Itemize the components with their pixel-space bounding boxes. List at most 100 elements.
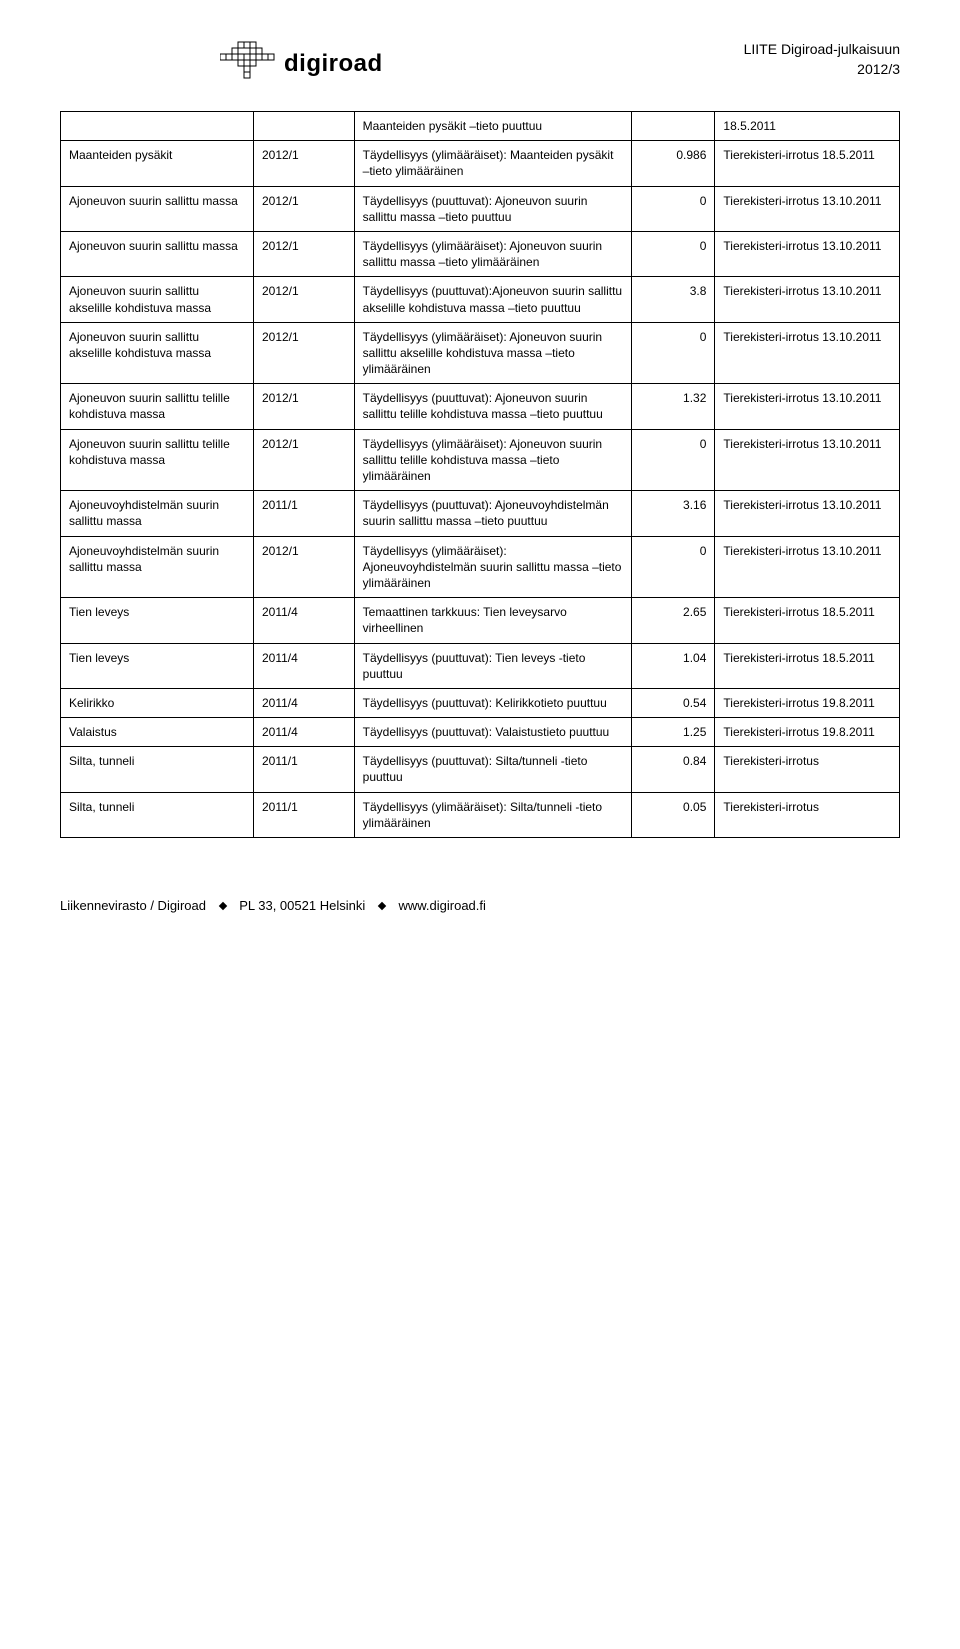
table-cell: 0 — [631, 231, 715, 276]
table-cell: Valaistus — [61, 718, 254, 747]
table-cell: Tierekisteri-irrotus 18.5.2011 — [715, 598, 900, 643]
table-cell: 2011/4 — [253, 718, 354, 747]
table-row: Maanteiden pysäkit2012/1Täydellisyys (yl… — [61, 141, 900, 186]
table-row: Ajoneuvon suurin sallittu akselille kohd… — [61, 277, 900, 322]
footer-part2: PL 33, 00521 Helsinki — [239, 898, 365, 913]
table-cell: 1.04 — [631, 643, 715, 688]
table-cell: Täydellisyys (puuttuvat): Kelirikkotieto… — [354, 688, 631, 717]
table-cell: 18.5.2011 — [715, 112, 900, 141]
table-cell: Täydellisyys (puuttuvat): Silta/tunneli … — [354, 747, 631, 792]
table-cell: 2012/1 — [253, 322, 354, 384]
page-footer: Liikennevirasto / Digiroad PL 33, 00521 … — [60, 898, 900, 913]
table-cell: Täydellisyys (puuttuvat): Tien leveys -t… — [354, 643, 631, 688]
table-cell: Täydellisyys (ylimääräiset): Silta/tunne… — [354, 792, 631, 837]
table-row: Tien leveys2011/4Täydellisyys (puuttuvat… — [61, 643, 900, 688]
table-cell: 0 — [631, 429, 715, 491]
table-cell: Tierekisteri-irrotus 19.8.2011 — [715, 688, 900, 717]
table-cell — [61, 112, 254, 141]
table-cell: Täydellisyys (puuttuvat): Ajoneuvoyhdist… — [354, 491, 631, 536]
table-cell: Ajoneuvoyhdistelmän suurin sallittu mass… — [61, 536, 254, 598]
bullet-icon — [378, 901, 386, 909]
table-cell: Ajoneuvon suurin sallittu massa — [61, 231, 254, 276]
table-cell: 2011/4 — [253, 643, 354, 688]
logo-block: digiroad — [220, 40, 383, 87]
table-cell: 2012/1 — [253, 384, 354, 429]
table-cell: 0 — [631, 322, 715, 384]
table-cell: Silta, tunneli — [61, 792, 254, 837]
table-cell: Ajoneuvon suurin sallittu akselille kohd… — [61, 322, 254, 384]
table-cell: Temaattinen tarkkuus: Tien leveysarvo vi… — [354, 598, 631, 643]
table-cell: Maanteiden pysäkit –tieto puuttuu — [354, 112, 631, 141]
footer-part3: www.digiroad.fi — [398, 898, 485, 913]
data-table: Maanteiden pysäkit –tieto puuttuu 18.5.20… — [60, 111, 900, 838]
bullet-icon — [218, 901, 226, 909]
table-cell: Täydellisyys (ylimääräiset): Ajoneuvon s… — [354, 231, 631, 276]
table-row: Tien leveys2011/4Temaattinen tarkkuus: T… — [61, 598, 900, 643]
table-cell: 2012/1 — [253, 141, 354, 186]
table-cell: 2011/1 — [253, 491, 354, 536]
header-title-line1: LIITE Digiroad-julkaisuun — [744, 40, 900, 60]
table-row: Ajoneuvoyhdistelmän suurin sallittu mass… — [61, 491, 900, 536]
table-cell: Täydellisyys (ylimääräiset): Ajoneuvon s… — [354, 322, 631, 384]
table-cell: Ajoneuvoyhdistelmän suurin sallittu mass… — [61, 491, 254, 536]
table-cell: 2012/1 — [253, 231, 354, 276]
table-cell — [631, 112, 715, 141]
table-cell: Tierekisteri-irrotus — [715, 792, 900, 837]
table-cell: 0.986 — [631, 141, 715, 186]
table-row: Silta, tunneli2011/1Täydellisyys (ylimää… — [61, 792, 900, 837]
table-cell: Tien leveys — [61, 598, 254, 643]
table-cell: 3.8 — [631, 277, 715, 322]
table-cell: 0 — [631, 536, 715, 598]
table-cell: Täydellisyys (puuttuvat): Ajoneuvon suur… — [354, 384, 631, 429]
header-title-line2: 2012/3 — [744, 60, 900, 80]
table-row: Valaistus2011/4Täydellisyys (puuttuvat):… — [61, 718, 900, 747]
table-cell: 1.25 — [631, 718, 715, 747]
table-row: Maanteiden pysäkit –tieto puuttuu 18.5.20… — [61, 112, 900, 141]
table-row: Ajoneuvon suurin sallittu massa2012/1Täy… — [61, 186, 900, 231]
page-header: digiroad LIITE Digiroad-julkaisuun 2012/… — [60, 40, 900, 87]
table-cell: 2011/1 — [253, 792, 354, 837]
table-row: Ajoneuvon suurin sallittu akselille kohd… — [61, 322, 900, 384]
logo-text: digiroad — [284, 50, 383, 78]
table-cell: Täydellisyys (ylimääräiset): Maanteiden … — [354, 141, 631, 186]
table-cell: 2011/4 — [253, 598, 354, 643]
page-container: digiroad LIITE Digiroad-julkaisuun 2012/… — [0, 0, 960, 943]
table-cell: Ajoneuvon suurin sallittu akselille kohd… — [61, 277, 254, 322]
table-cell: Tierekisteri-irrotus 13.10.2011 — [715, 429, 900, 491]
table-row: Ajoneuvoyhdistelmän suurin sallittu mass… — [61, 536, 900, 598]
table-cell: Tierekisteri-irrotus 18.5.2011 — [715, 643, 900, 688]
table-row: Ajoneuvon suurin sallittu massa2012/1Täy… — [61, 231, 900, 276]
table-cell: Ajoneuvon suurin sallittu telille kohdis… — [61, 384, 254, 429]
table-cell: Tierekisteri-irrotus 18.5.2011 — [715, 141, 900, 186]
table-cell: Tierekisteri-irrotus 13.10.2011 — [715, 186, 900, 231]
table-row: Silta, tunneli2011/1Täydellisyys (puuttu… — [61, 747, 900, 792]
table-cell: Silta, tunneli — [61, 747, 254, 792]
logo-grid-icon — [220, 40, 276, 87]
table-cell: Täydellisyys (puuttuvat):Ajoneuvon suuri… — [354, 277, 631, 322]
table-cell: 0.54 — [631, 688, 715, 717]
table-cell: Tierekisteri-irrotus 13.10.2011 — [715, 277, 900, 322]
table-cell: Ajoneuvon suurin sallittu telille kohdis… — [61, 429, 254, 491]
table-cell: Täydellisyys (puuttuvat): Ajoneuvon suur… — [354, 186, 631, 231]
table-cell: Tierekisteri-irrotus 13.10.2011 — [715, 536, 900, 598]
table-row: Ajoneuvon suurin sallittu telille kohdis… — [61, 384, 900, 429]
table-cell: Täydellisyys (ylimääräiset): Ajoneuvoyhd… — [354, 536, 631, 598]
table-cell — [253, 112, 354, 141]
table-cell: 2012/1 — [253, 186, 354, 231]
table-cell: 3.16 — [631, 491, 715, 536]
table-cell: Tierekisteri-irrotus 13.10.2011 — [715, 491, 900, 536]
table-cell: 2011/4 — [253, 688, 354, 717]
table-cell: Täydellisyys (puuttuvat): Valaistustieto… — [354, 718, 631, 747]
table-cell: 2011/1 — [253, 747, 354, 792]
table-cell: 2012/1 — [253, 277, 354, 322]
table-cell: Tierekisteri-irrotus 13.10.2011 — [715, 384, 900, 429]
table-cell: 0.05 — [631, 792, 715, 837]
table-cell: Ajoneuvon suurin sallittu massa — [61, 186, 254, 231]
table-cell: Tierekisteri-irrotus 19.8.2011 — [715, 718, 900, 747]
table-cell: Tierekisteri-irrotus 13.10.2011 — [715, 231, 900, 276]
table-cell: 2012/1 — [253, 429, 354, 491]
table-cell: Täydellisyys (ylimääräiset): Ajoneuvon s… — [354, 429, 631, 491]
table-row: Kelirikko2011/4Täydellisyys (puuttuvat):… — [61, 688, 900, 717]
table-cell: 0 — [631, 186, 715, 231]
table-cell: Tien leveys — [61, 643, 254, 688]
